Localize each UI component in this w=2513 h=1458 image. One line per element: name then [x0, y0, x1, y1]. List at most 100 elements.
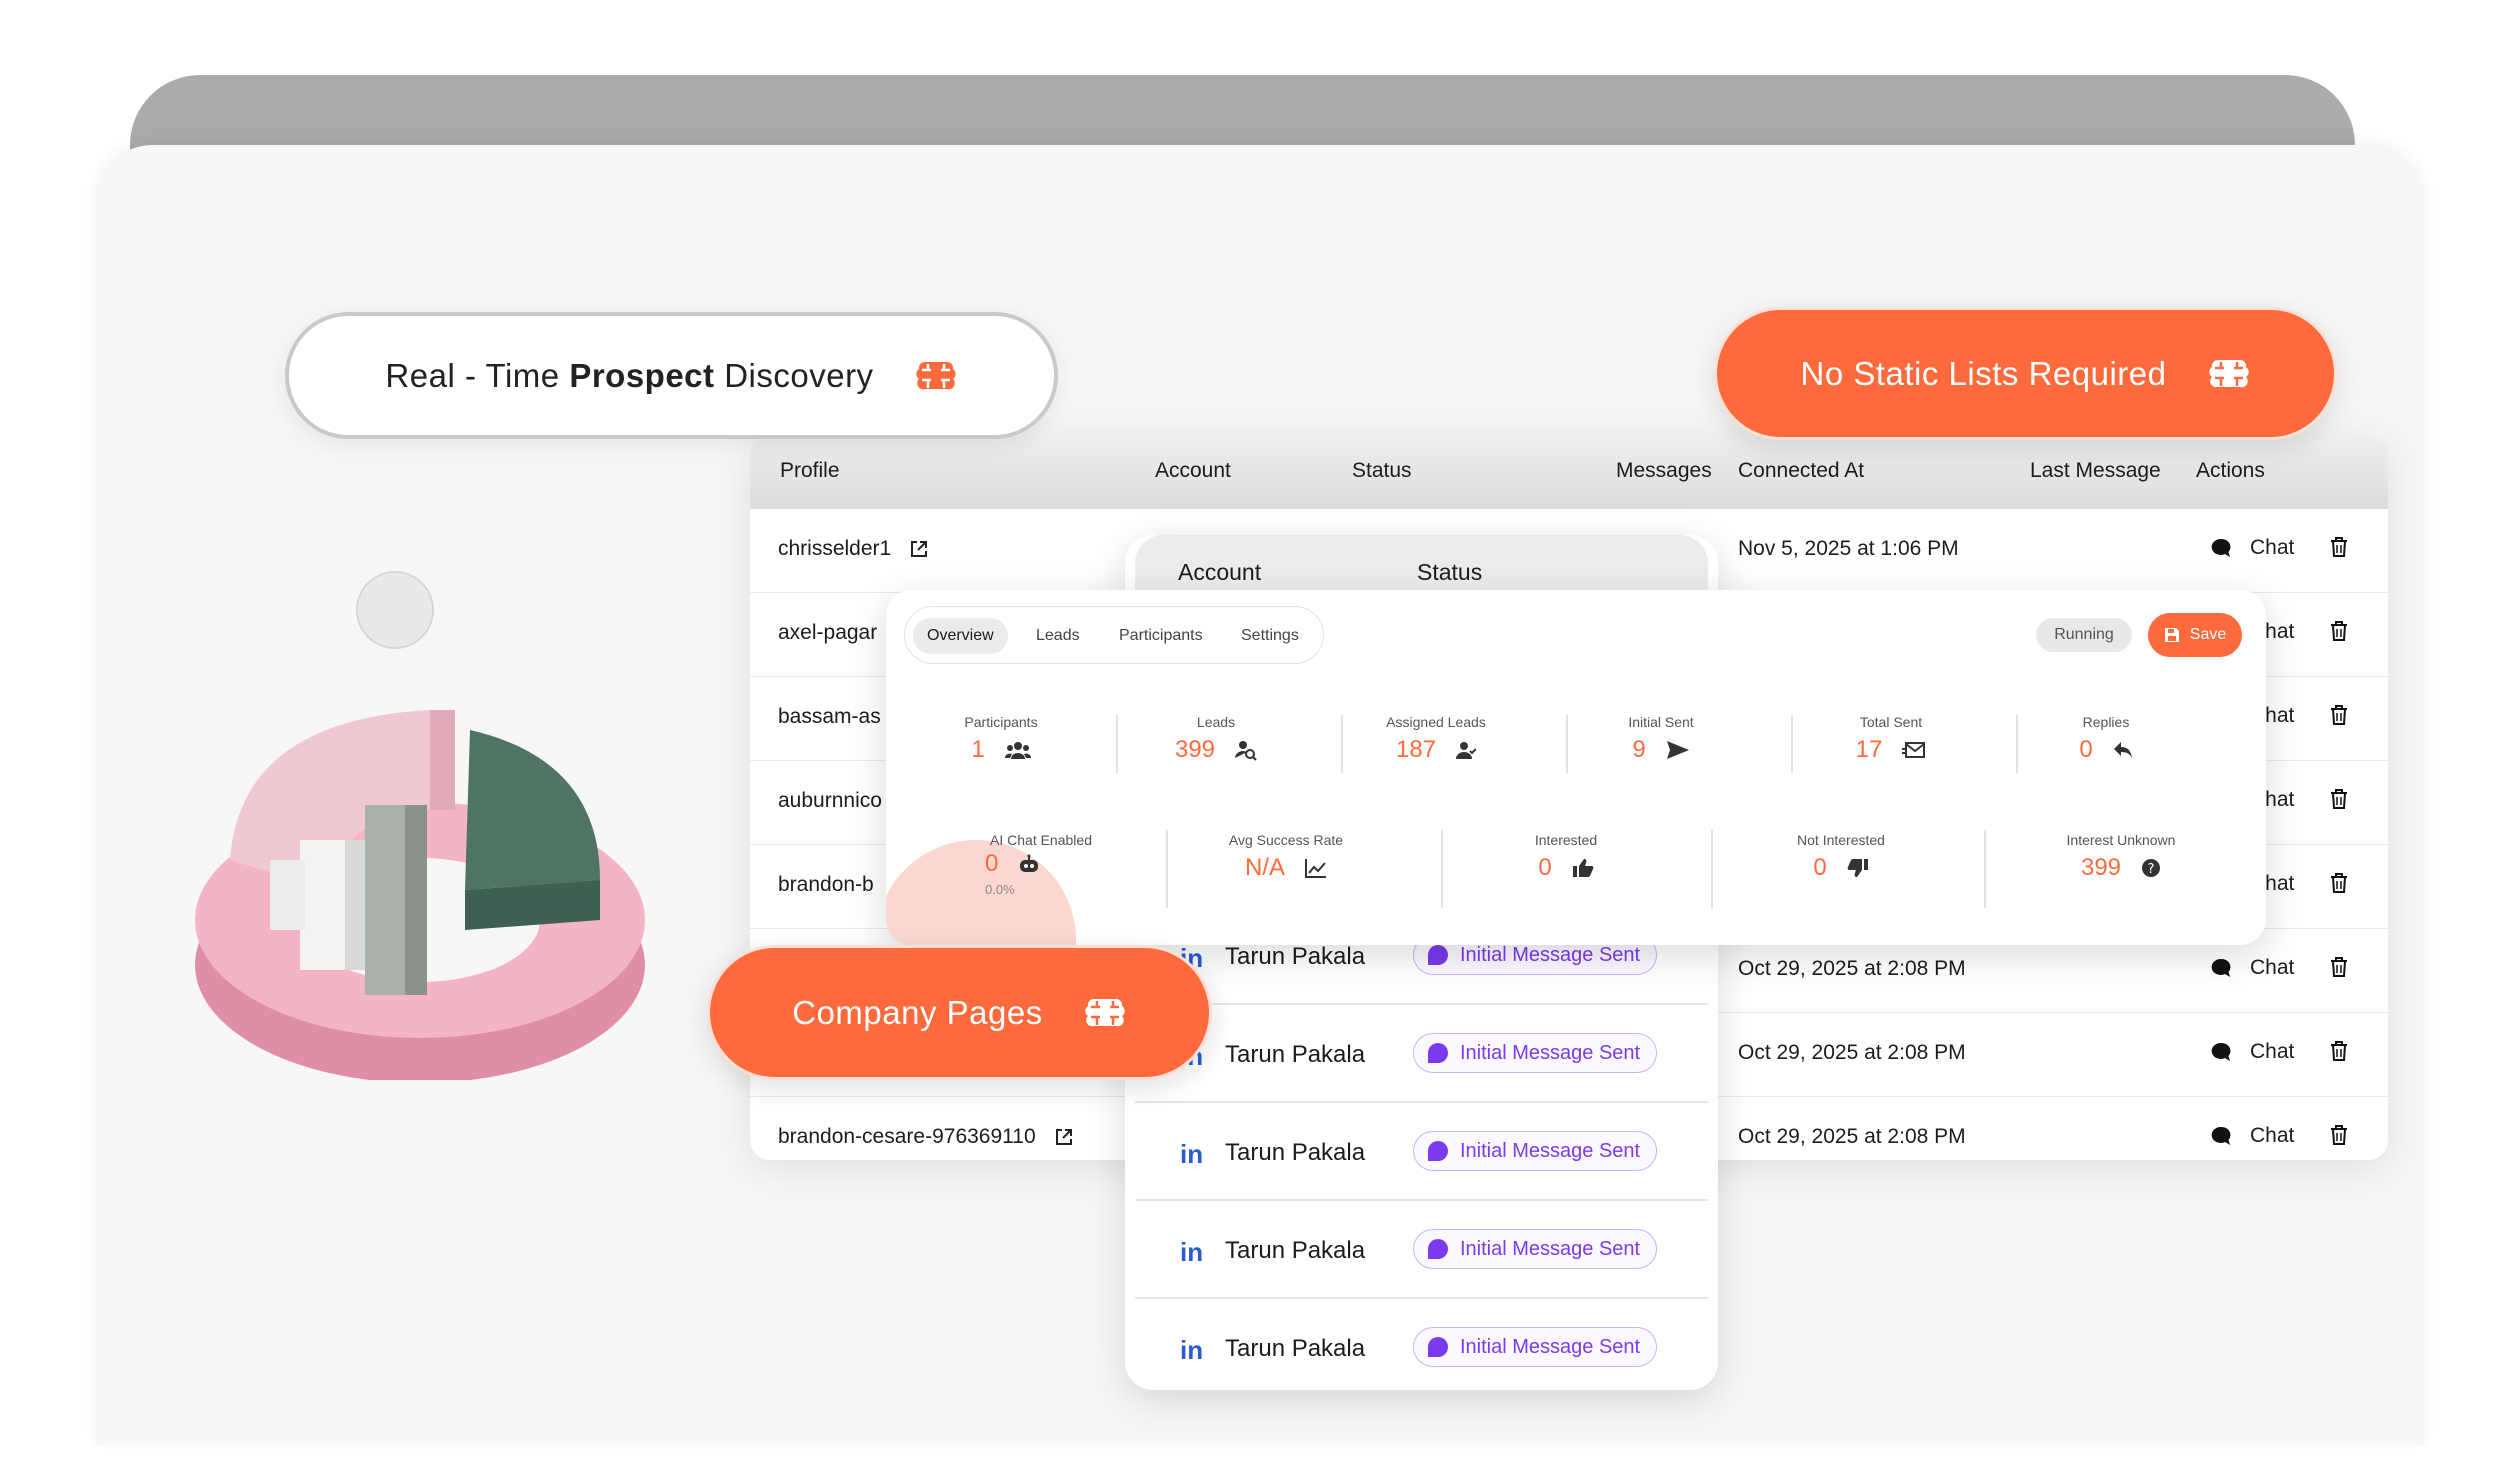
profile-name[interactable]: brandon-cesare-976369110	[778, 1125, 1036, 1148]
status-label: Initial Message Sent	[1460, 1237, 1641, 1260]
profile-link[interactable]: brandon-b	[778, 873, 874, 897]
profile-link[interactable]: auburnnico	[778, 789, 882, 813]
divider	[1566, 715, 1568, 773]
col-connected-at: Connected At	[1738, 459, 1865, 482]
save-button[interactable]: Save	[2148, 613, 2242, 657]
stat-label: Replies	[2082, 714, 2130, 730]
trash-icon[interactable]	[2330, 873, 2348, 893]
tab-leads[interactable]: Leads	[1036, 627, 1080, 644]
chat-button[interactable]: Chat	[2210, 956, 2294, 980]
status-label: Initial Message Sent	[1460, 1139, 1641, 1162]
trash-icon[interactable]	[2330, 621, 2348, 641]
trash-icon[interactable]	[2330, 705, 2348, 725]
campaign-overview-card: Overview Leads Participants Settings Run…	[886, 590, 2266, 945]
divider	[1116, 715, 1118, 773]
stat-assigned-leads: Assigned Leads 187	[1366, 714, 1506, 764]
lead-name: Tarun Pakala	[1225, 943, 1366, 970]
stat-value: 0	[985, 850, 999, 877]
trend-icon	[1305, 859, 1326, 878]
divider	[2016, 715, 2018, 773]
chat-label: Chat	[2250, 1040, 2295, 1063]
status-label: Initial Message Sent	[1460, 1041, 1641, 1064]
chat-bubble-icon	[2211, 958, 2231, 977]
external-link-icon[interactable]	[909, 539, 929, 559]
svg-text:?: ?	[2148, 862, 2155, 877]
connected-at: Oct 29, 2025 at 2:08 PM	[1738, 1125, 1966, 1148]
stat-not-interested: Not Interested 0	[1776, 832, 1906, 882]
trash-icon[interactable]	[2330, 957, 2348, 977]
lead-row: in Tarun Pakala Initial Message Sent	[1135, 1299, 1708, 1390]
tab-participants[interactable]: Participants	[1119, 627, 1203, 644]
profile-name[interactable]: chrisselder1	[778, 537, 892, 560]
stat-value: N/A	[1244, 854, 1285, 881]
stat-participants: Participants 1	[946, 714, 1056, 764]
stat-ai-chat-enabled: AI Chat Enabled 0 0.0%	[981, 832, 1101, 897]
profile-name[interactable]: auburnnico	[778, 789, 882, 812]
trash-icon[interactable]	[2330, 1041, 2348, 1061]
profile-name[interactable]: bassam-as	[778, 705, 881, 728]
trash-icon[interactable]	[2330, 537, 2348, 557]
stat-value: 1	[971, 736, 985, 763]
stat-label: AI Chat Enabled	[990, 832, 1092, 848]
chat-bubble-icon	[2211, 538, 2231, 557]
profile-link[interactable]: bassam-as	[778, 705, 881, 729]
chat-label: Chat	[2250, 536, 2295, 559]
stat-avg-success-rate: Avg Success Rate N/A	[1216, 832, 1356, 882]
linkedin-icon: in	[1180, 1139, 1204, 1169]
stat-label: Participants	[964, 714, 1038, 730]
stat-leads: Leads 399	[1161, 714, 1271, 764]
brain-icon	[1085, 996, 1125, 1029]
pie-chart-illustration	[195, 571, 645, 1080]
col-last-message: Last Message	[2030, 459, 2161, 482]
profile-name[interactable]: axel-pagar	[778, 621, 878, 644]
brain-icon	[2208, 357, 2249, 390]
callout-bold: Prospect	[569, 356, 715, 394]
chat-button[interactable]: Chat	[2210, 1124, 2294, 1148]
linkedin-icon: in	[1180, 1335, 1204, 1365]
callout-text: Real - Time Prospect Discovery	[385, 357, 873, 395]
trash-icon[interactable]	[2330, 1125, 2348, 1145]
col-account: Account	[1178, 559, 1262, 585]
col-status: Status	[1417, 559, 1483, 585]
stat-initial-sent: Initial Sent 9	[1601, 714, 1721, 764]
stat-label: Leads	[1196, 714, 1236, 730]
users-icon	[1004, 742, 1031, 759]
callout-no-static-lists: No Static Lists Required	[1714, 307, 2337, 440]
save-icon	[2164, 628, 2179, 642]
lead-name: Tarun Pakala	[1225, 1139, 1366, 1166]
external-link-icon[interactable]	[1054, 1127, 1074, 1147]
chat-button[interactable]: Chat	[2210, 1040, 2294, 1064]
lead-name: Tarun Pakala	[1225, 1041, 1366, 1068]
profile-link[interactable]: axel-pagar	[778, 621, 877, 645]
status-badge: Running	[2036, 618, 2132, 652]
message-icon	[1428, 1141, 1448, 1161]
profile-link[interactable]: chrisselder1	[778, 537, 929, 561]
status-label: Initial Message Sent	[1460, 943, 1641, 966]
stat-value: 9	[1632, 736, 1646, 763]
stat-total-sent: Total Sent 17	[1831, 714, 1951, 764]
stat-label: Avg Success Rate	[1228, 832, 1344, 848]
col-actions: Actions	[2196, 459, 2265, 482]
tab-settings[interactable]: Settings	[1241, 627, 1299, 644]
status-badge: Initial Message Sent	[1413, 1229, 1658, 1269]
chat-button[interactable]: Chat	[2210, 536, 2294, 560]
lead-name: Tarun Pakala	[1225, 1335, 1366, 1362]
send-icon	[1666, 741, 1689, 759]
stat-label: Assigned Leads	[1386, 714, 1486, 730]
stat-label: Interested	[1534, 832, 1598, 848]
divider	[1711, 830, 1713, 908]
user-search-icon	[1235, 741, 1257, 761]
divider	[1166, 830, 1168, 908]
profile-name[interactable]: brandon-b	[778, 873, 874, 896]
tab-overview[interactable]: Overview	[913, 618, 1008, 654]
message-icon	[1428, 1043, 1448, 1063]
thumbs-down-icon	[1847, 859, 1868, 877]
profile-link[interactable]: brandon-cesare-976369110	[778, 1125, 1074, 1149]
trash-icon[interactable]	[2330, 789, 2348, 809]
stat-interested: Interested 0	[1506, 832, 1626, 882]
stat-label: Initial Sent	[1628, 714, 1694, 730]
col-profile: Profile	[780, 459, 840, 482]
sphere-decoration	[356, 571, 434, 649]
stat-label: Total Sent	[1859, 714, 1923, 730]
tab-bar: Overview Leads Participants Settings	[904, 606, 1324, 664]
